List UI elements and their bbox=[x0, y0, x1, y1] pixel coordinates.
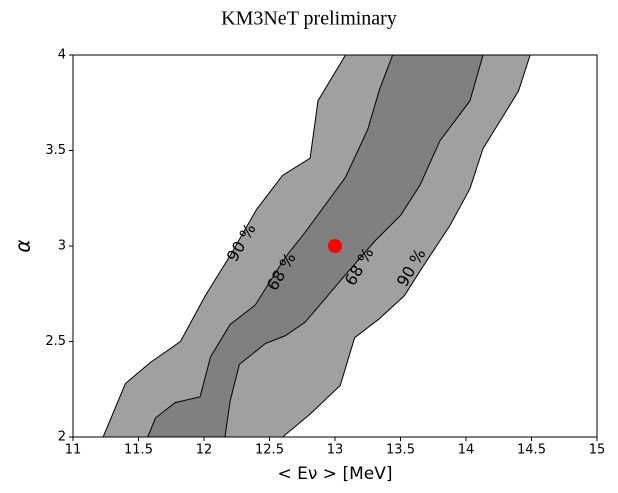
confidence-region bbox=[146, 54, 484, 438]
x-tick-label: 11.5 bbox=[124, 443, 153, 458]
chart-title: KM3NeT preliminary bbox=[221, 8, 397, 30]
x-tick-label: 11 bbox=[65, 443, 82, 458]
x-tick-label: 12 bbox=[196, 443, 213, 458]
x-axis-label: < Eν > [MeV] bbox=[278, 464, 393, 484]
x-tick-label: 15 bbox=[589, 443, 606, 458]
y-tick-label: 3 bbox=[58, 239, 66, 254]
y-axis-label: α bbox=[11, 239, 35, 252]
y-tick-label: 3.5 bbox=[45, 143, 66, 158]
x-tick-label: 14 bbox=[458, 443, 475, 458]
x-tick-label: 13.5 bbox=[386, 443, 415, 458]
y-tick-label: 2.5 bbox=[45, 334, 66, 349]
x-tick-label: 14.5 bbox=[517, 443, 546, 458]
y-tick-label: 2 bbox=[58, 430, 66, 445]
y-tick-label: 4 bbox=[58, 48, 66, 63]
x-tick-label: 12.5 bbox=[255, 443, 284, 458]
best-fit-point bbox=[328, 239, 342, 253]
x-tick-label: 13 bbox=[327, 443, 344, 458]
